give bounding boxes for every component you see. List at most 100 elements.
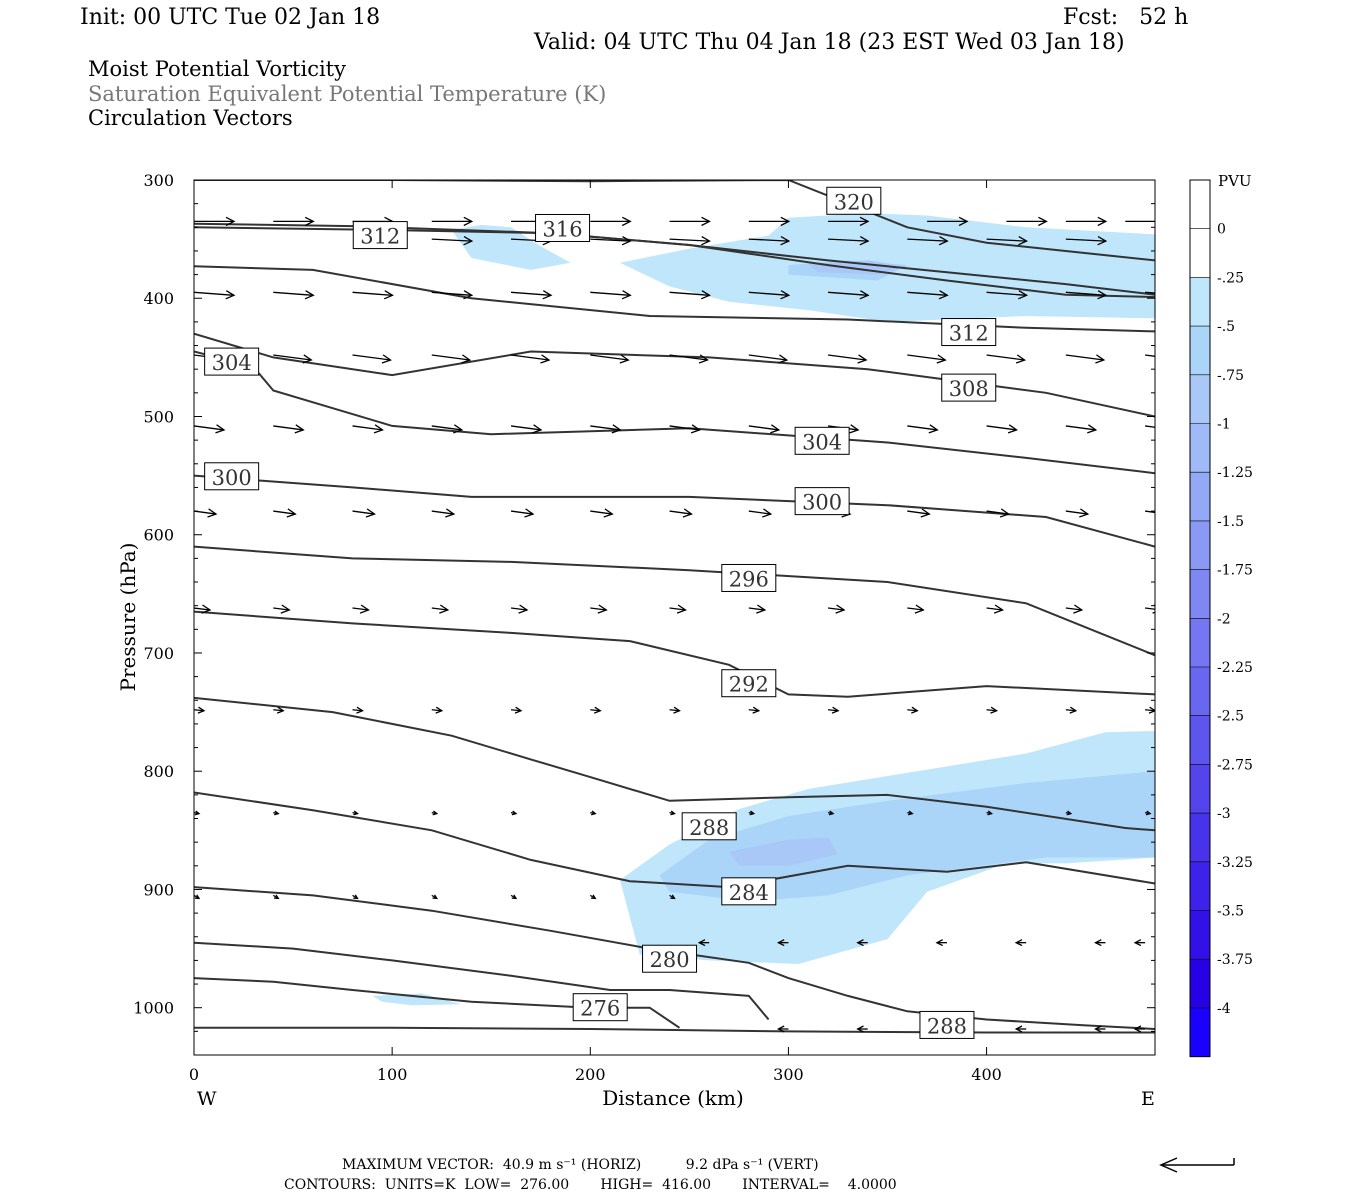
colorbar-label-5: -1.25 [1217, 465, 1253, 481]
pv-region-5 [659, 771, 1155, 902]
vector-79 [590, 604, 608, 614]
svg-text:280: 280 [649, 948, 689, 972]
vector-122 [776, 939, 789, 947]
vector-8 [828, 216, 870, 227]
svg-text:288: 288 [927, 1014, 967, 1038]
vector-40 [590, 354, 630, 364]
vector-34 [1145, 291, 1155, 294]
vector-22 [194, 290, 236, 300]
contour-296-7 [194, 545, 1155, 657]
colorbar-cell-3 [1190, 326, 1210, 376]
vector-84 [986, 604, 1005, 614]
vector-133 [1133, 1025, 1146, 1033]
colorbar-cell-10 [1190, 667, 1210, 717]
contour-label-300-7: 300 [204, 462, 260, 491]
vector-31 [907, 290, 949, 300]
vector-17 [748, 236, 791, 246]
vector-117 [510, 894, 518, 900]
vector-74 [194, 604, 212, 614]
vector-115 [352, 894, 359, 900]
vector-45 [986, 354, 1027, 364]
colorbar-cell-12 [1190, 764, 1210, 814]
vector-29 [748, 290, 791, 300]
svg-text:288: 288 [689, 816, 729, 840]
contour-label-308-4: 308 [941, 373, 997, 402]
vector-50 [352, 424, 384, 434]
contour-304-5 [194, 350, 1155, 475]
vector-102 [352, 810, 359, 816]
contour-280-12 [194, 941, 770, 1021]
vector-89 [352, 706, 364, 714]
vector-80 [669, 604, 687, 614]
contour-label-276-14: 276 [572, 993, 628, 1022]
vector-0 [194, 216, 236, 227]
contour-label-292-10: 292 [721, 669, 777, 698]
vector-3 [431, 216, 474, 227]
y-axis-label: Pressure (hPa) [116, 543, 140, 692]
colorbar-label-13: -3.25 [1217, 855, 1253, 871]
colorbar-cell-11 [1190, 715, 1210, 765]
contour-284-11 [194, 886, 1155, 1030]
vector-75 [273, 604, 291, 614]
x-tick-label-300: 300 [773, 1065, 804, 1084]
vector-103 [431, 810, 439, 816]
pv-region-7 [372, 993, 462, 1006]
colorbar-cell-1 [1190, 228, 1210, 278]
contour-276-13 [194, 977, 681, 1029]
vector-82 [827, 604, 846, 614]
plot-frame [193, 179, 1156, 1056]
vector-83 [907, 604, 925, 614]
vector-97 [986, 706, 999, 714]
vector-51 [431, 424, 464, 434]
vector-28 [669, 290, 711, 300]
svg-text:300: 300 [212, 466, 252, 490]
y-tick-label-600: 600 [143, 526, 174, 545]
vector-105 [590, 810, 597, 816]
vector-70 [907, 508, 931, 518]
vector-61 [194, 508, 218, 518]
vector-116 [431, 894, 439, 900]
vector-38 [431, 354, 472, 364]
vector-36 [273, 354, 313, 364]
colorbar-cell-14 [1190, 861, 1210, 911]
vector-132 [1094, 1025, 1106, 1033]
init-time: Init: 00 UTC Tue 02 Jan 18 [80, 5, 381, 30]
vector-93 [669, 706, 681, 714]
contour-288-10 [194, 791, 1155, 889]
vector-118 [589, 894, 597, 900]
vector-73 [1145, 510, 1155, 514]
colorbar-cell-15 [1190, 910, 1210, 960]
colorbar-label-7: -1.75 [1217, 563, 1253, 579]
y-tick-label-300: 300 [143, 171, 174, 190]
vector-37 [352, 354, 392, 364]
vector-92 [590, 706, 602, 714]
legend-line-2: Saturation Equivalent Potential Temperat… [88, 82, 607, 106]
contour-308-4 [194, 332, 1155, 418]
vector-96 [907, 706, 919, 714]
vector-54 [669, 424, 701, 434]
colorbar-label-0: 0 [1217, 222, 1226, 238]
vector-26 [510, 290, 553, 300]
colorbar-cell-7 [1190, 520, 1210, 571]
colorbar-label-15: -3.75 [1217, 952, 1253, 968]
vector-60 [1145, 425, 1155, 428]
contour-label-304-5: 304 [204, 347, 260, 376]
vector-87 [194, 706, 206, 714]
y-tick-label-900: 900 [143, 880, 174, 899]
vector-113 [194, 894, 201, 900]
vector-41 [669, 354, 709, 364]
vector-57 [907, 424, 939, 434]
vector-100 [194, 810, 201, 816]
vector-63 [352, 508, 376, 518]
vector-48 [194, 424, 226, 434]
vector-85 [1065, 604, 1084, 614]
vector-76 [352, 604, 370, 614]
vector-62 [273, 508, 297, 518]
contour-label-296-9: 296 [721, 563, 777, 592]
vector-67 [669, 508, 693, 518]
vector-13 [431, 236, 474, 246]
vector-127 [1133, 939, 1146, 947]
vector-81 [748, 604, 767, 614]
x-axis-label: Distance (km) [602, 1086, 744, 1110]
y-tick-label-400: 400 [143, 289, 174, 308]
